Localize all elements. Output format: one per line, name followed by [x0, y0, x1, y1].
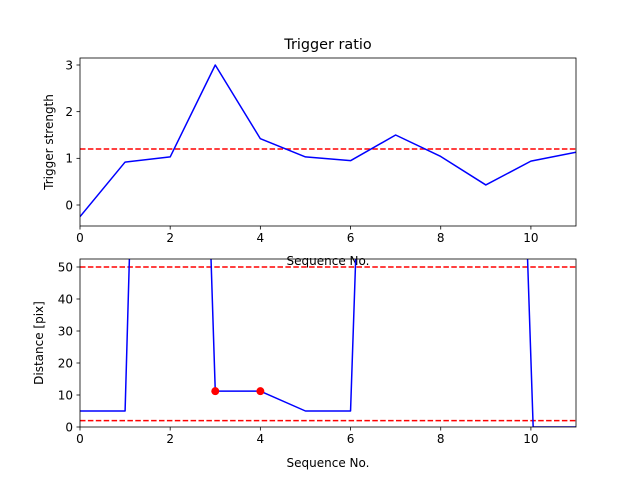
x-tick-label: 0 — [76, 432, 84, 446]
y-tick-label: 2 — [65, 105, 73, 119]
x-tick-label: 6 — [347, 231, 355, 245]
chart-title: Trigger ratio — [283, 37, 372, 53]
x-tick-label: 2 — [166, 432, 174, 446]
y-tick-label: 30 — [58, 324, 73, 338]
y-tick-label: 1 — [65, 152, 73, 166]
x-tick-label: 2 — [166, 231, 174, 245]
x-tick-label: 8 — [437, 231, 445, 245]
chart-2: 0 2 4 6 8 10 0 10 20 30 40 50 Sequence No. Distance [… — [32, 258, 577, 470]
y-tick-label: 40 — [58, 292, 73, 306]
series-line-1 — [80, 259, 576, 427]
x-axis-label: Sequence No. — [287, 456, 370, 470]
x-tick-label: 0 — [76, 231, 84, 245]
y-tick-label: 20 — [58, 356, 73, 370]
plot-frame — [79, 57, 577, 227]
chart-1: 0 2 4 6 8 10 0 1 2 3 Trigger ratio Sequence No. Trig… — [42, 37, 577, 268]
x-tick-label: 6 — [347, 432, 355, 446]
plot-frame — [79, 258, 577, 428]
y-tick-label: 0 — [65, 420, 73, 434]
y-axis-label: Distance [pix] — [32, 301, 46, 385]
x-tick-label: 4 — [257, 231, 265, 245]
y-tick-label: 50 — [58, 260, 73, 274]
series-line-1 — [80, 64, 576, 218]
x-tick-label: 10 — [523, 231, 538, 245]
data-point-marker-2 — [256, 387, 265, 396]
data-point-marker-1 — [211, 387, 220, 396]
y-tick-label: 3 — [65, 58, 73, 72]
y-axis-label: Trigger strength — [42, 94, 56, 191]
x-tick-label: 8 — [437, 432, 445, 446]
y-tick-label: 0 — [65, 198, 73, 212]
x-tick-label: 10 — [523, 432, 538, 446]
y-tick-label: 10 — [58, 388, 73, 402]
x-axis-label: Sequence No. — [287, 254, 370, 268]
x-tick-label: 4 — [257, 432, 265, 446]
